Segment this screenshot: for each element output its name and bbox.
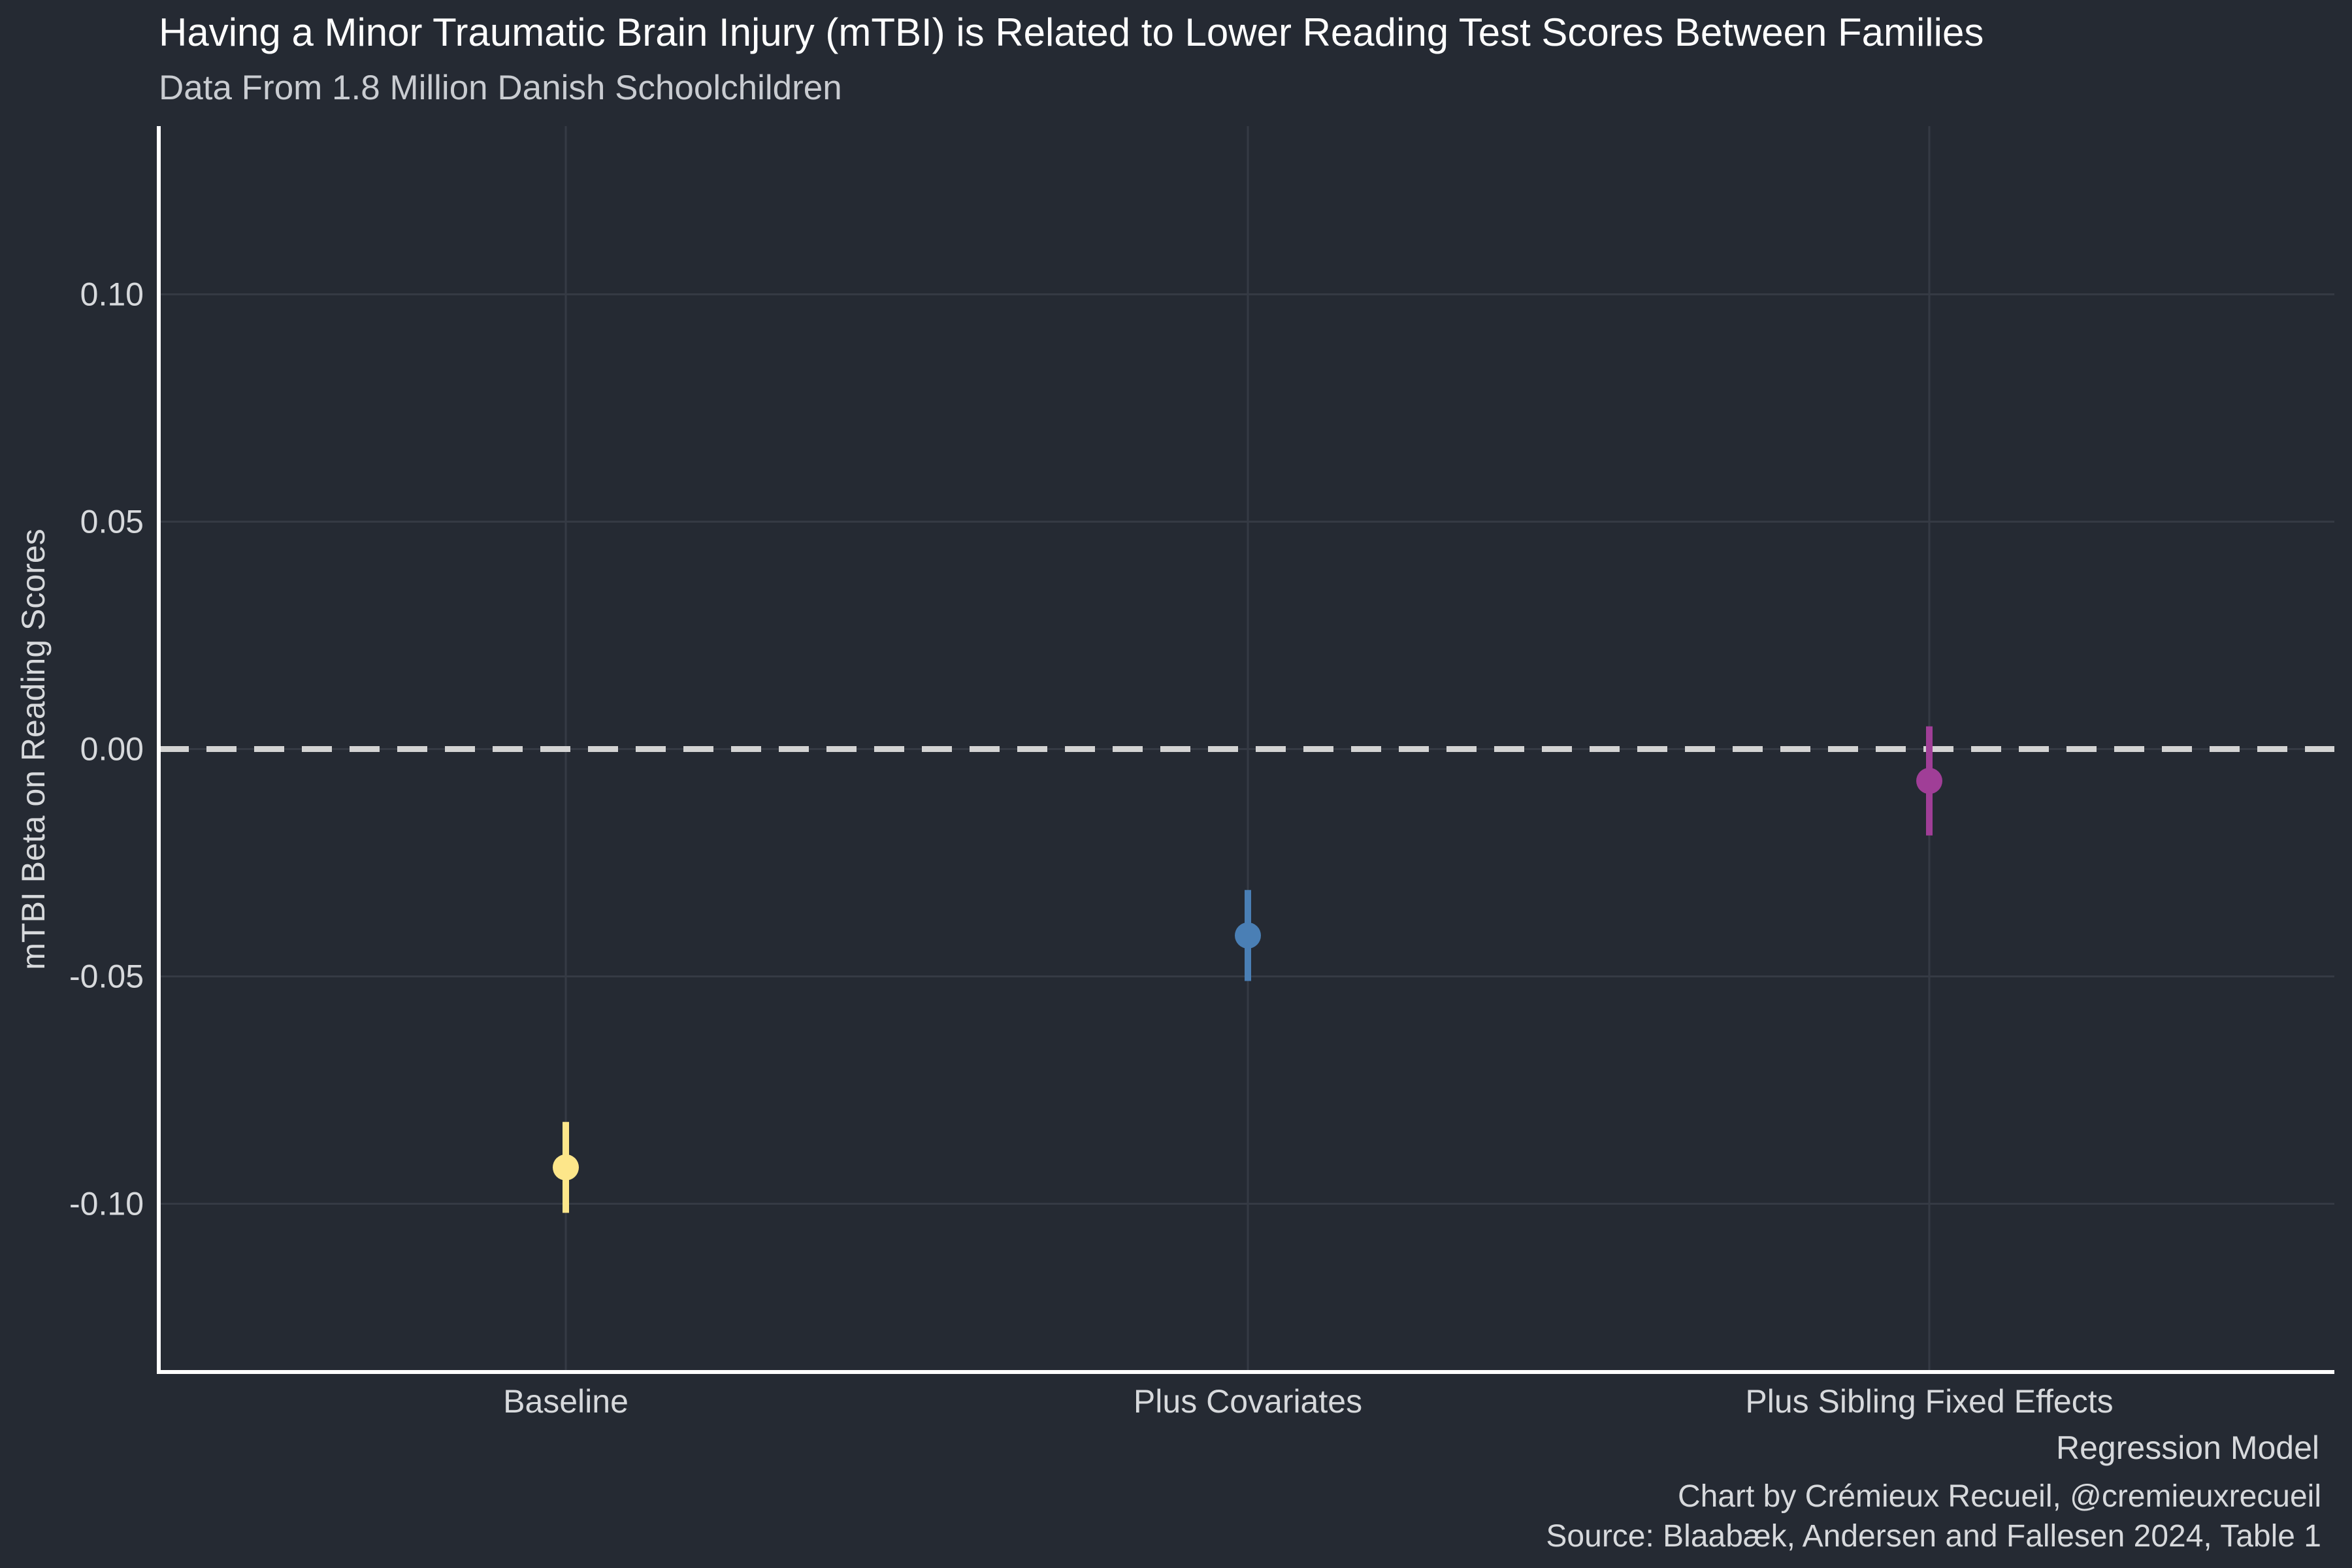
y-tick-label: 0.00 bbox=[80, 731, 144, 768]
y-tick-labels: 0.10 0.05 0.00 -0.05 -0.10 bbox=[69, 276, 144, 1222]
data-point bbox=[1916, 768, 1942, 794]
y-axis-title: mTBI Beta on Reading Scores bbox=[15, 529, 52, 970]
data-marks bbox=[553, 726, 1942, 1213]
caption-source: Source: Blaabæk, Andersen and Fallesen 2… bbox=[1546, 1519, 2321, 1554]
y-tick-label: -0.05 bbox=[69, 958, 144, 994]
chart-subtitle: Data From 1.8 Million Danish Schoolchild… bbox=[159, 69, 842, 107]
x-tick-label: Plus Sibling Fixed Effects bbox=[1745, 1383, 2113, 1420]
data-point bbox=[553, 1154, 579, 1181]
data-point bbox=[1235, 922, 1261, 949]
caption-credit: Chart by Crémieux Recueil, @cremieuxrecu… bbox=[1678, 1479, 2321, 1514]
x-tick-label: Plus Covariates bbox=[1134, 1383, 1362, 1420]
y-tick-label: 0.05 bbox=[80, 504, 144, 540]
grid bbox=[159, 126, 2334, 1372]
x-tick-labels: Baseline Plus Covariates Plus Sibling Fixe… bbox=[503, 1383, 2114, 1420]
x-tick-label: Baseline bbox=[503, 1383, 629, 1420]
axes bbox=[157, 126, 2334, 1374]
chart-title: Having a Minor Traumatic Brain Injury (m… bbox=[159, 10, 1984, 54]
y-tick-label: -0.10 bbox=[69, 1185, 144, 1222]
y-tick-label: 0.10 bbox=[80, 276, 144, 313]
x-axis-title: Regression Model bbox=[2056, 1429, 2319, 1466]
